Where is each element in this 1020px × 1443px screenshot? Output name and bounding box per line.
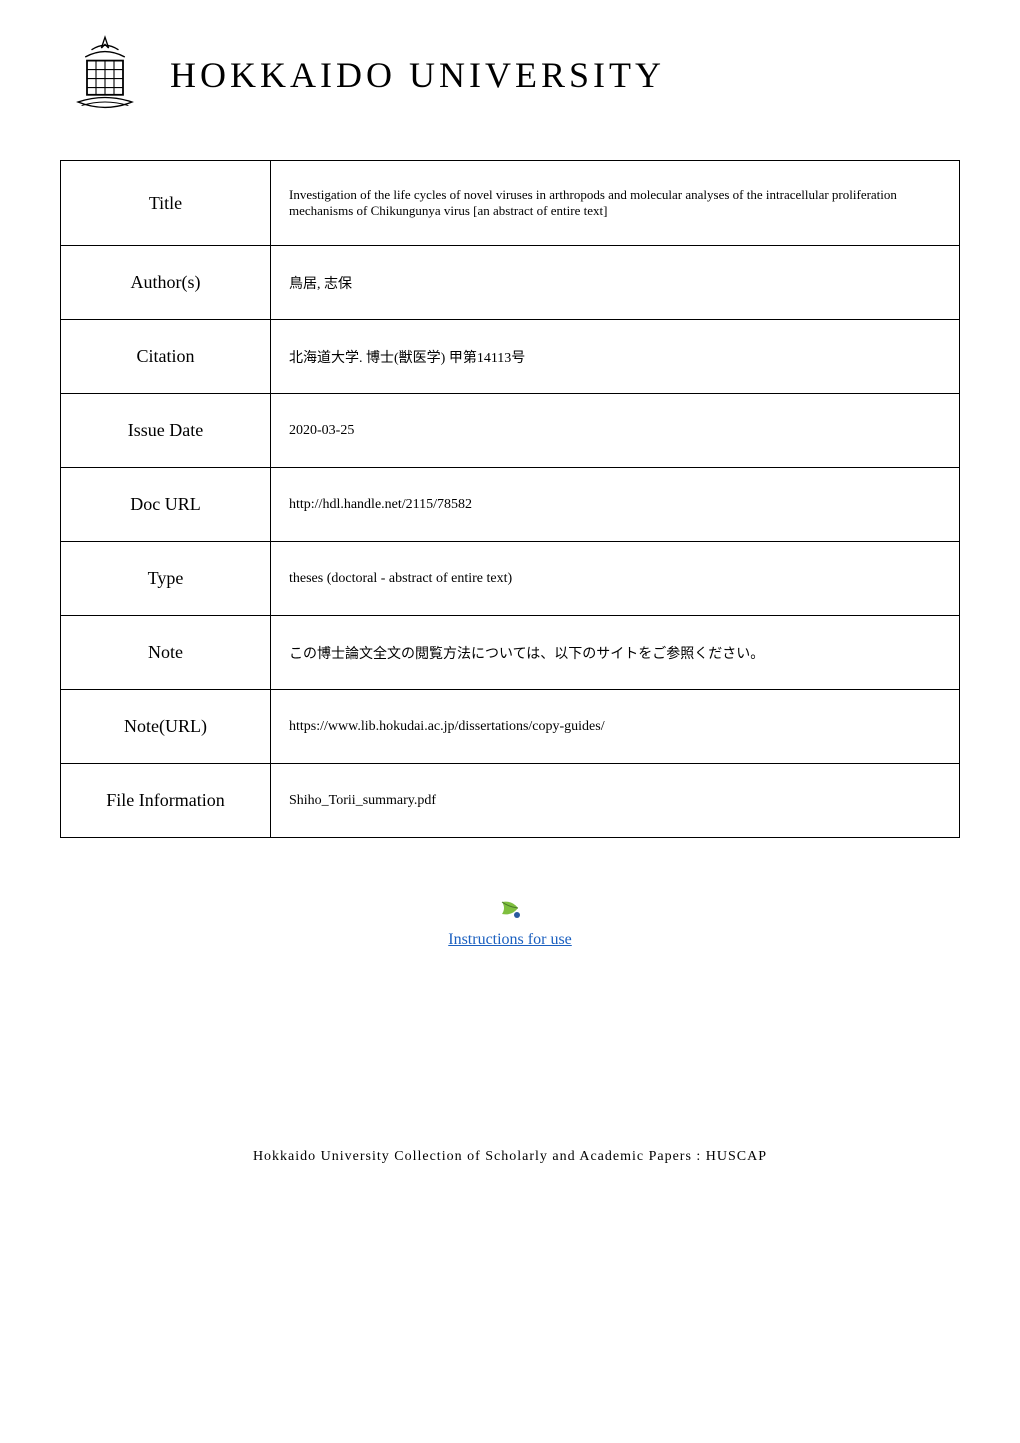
- instructions-link[interactable]: Instructions for use: [448, 931, 572, 948]
- table-row: Title Investigation of the life cycles o…: [61, 161, 960, 246]
- table-row: Type theses (doctoral - abstract of enti…: [61, 542, 960, 616]
- value-author: 鳥居, 志保: [271, 246, 960, 320]
- label-note-url: Note(URL): [61, 690, 271, 764]
- value-doc-url: http://hdl.handle.net/2115/78582: [271, 468, 960, 542]
- label-title: Title: [61, 161, 271, 246]
- label-doc-url: Doc URL: [61, 468, 271, 542]
- table-row: Citation 北海道大学. 博士(獣医学) 甲第14113号: [61, 320, 960, 394]
- metadata-table: Title Investigation of the life cycles o…: [60, 160, 960, 838]
- value-note: この博士論文全文の閲覧方法については、以下のサイトをご参照ください。: [271, 616, 960, 690]
- metadata-body: Title Investigation of the life cycles o…: [61, 161, 960, 838]
- label-file-info: File Information: [61, 764, 271, 838]
- value-citation: 北海道大学. 博士(獣医学) 甲第14113号: [271, 320, 960, 394]
- header: HOKKAIDO UNIVERSITY: [60, 30, 960, 120]
- label-note: Note: [61, 616, 271, 690]
- table-row: File Information Shiho_Torii_summary.pdf: [61, 764, 960, 838]
- instructions-block: Instructions for use: [60, 898, 960, 949]
- label-type: Type: [61, 542, 271, 616]
- footer-text: Hokkaido University Collection of Schola…: [60, 1149, 960, 1165]
- table-row: Author(s) 鳥居, 志保: [61, 246, 960, 320]
- table-row: Note この博士論文全文の閲覧方法については、以下のサイトをご参照ください。: [61, 616, 960, 690]
- value-title: Investigation of the life cycles of nove…: [271, 161, 960, 246]
- table-row: Note(URL) https://www.lib.hokudai.ac.jp/…: [61, 690, 960, 764]
- value-type: theses (doctoral - abstract of entire te…: [271, 542, 960, 616]
- label-citation: Citation: [61, 320, 271, 394]
- label-issue-date: Issue Date: [61, 394, 271, 468]
- university-name: HOKKAIDO UNIVERSITY: [170, 54, 665, 96]
- university-logo: [60, 30, 150, 120]
- leaf-icon: [496, 898, 524, 927]
- page: HOKKAIDO UNIVERSITY Title Investigation …: [0, 0, 1020, 1205]
- table-row: Issue Date 2020-03-25: [61, 394, 960, 468]
- label-author: Author(s): [61, 246, 271, 320]
- value-issue-date: 2020-03-25: [271, 394, 960, 468]
- value-file-info: Shiho_Torii_summary.pdf: [271, 764, 960, 838]
- value-note-url: https://www.lib.hokudai.ac.jp/dissertati…: [271, 690, 960, 764]
- table-row: Doc URL http://hdl.handle.net/2115/78582: [61, 468, 960, 542]
